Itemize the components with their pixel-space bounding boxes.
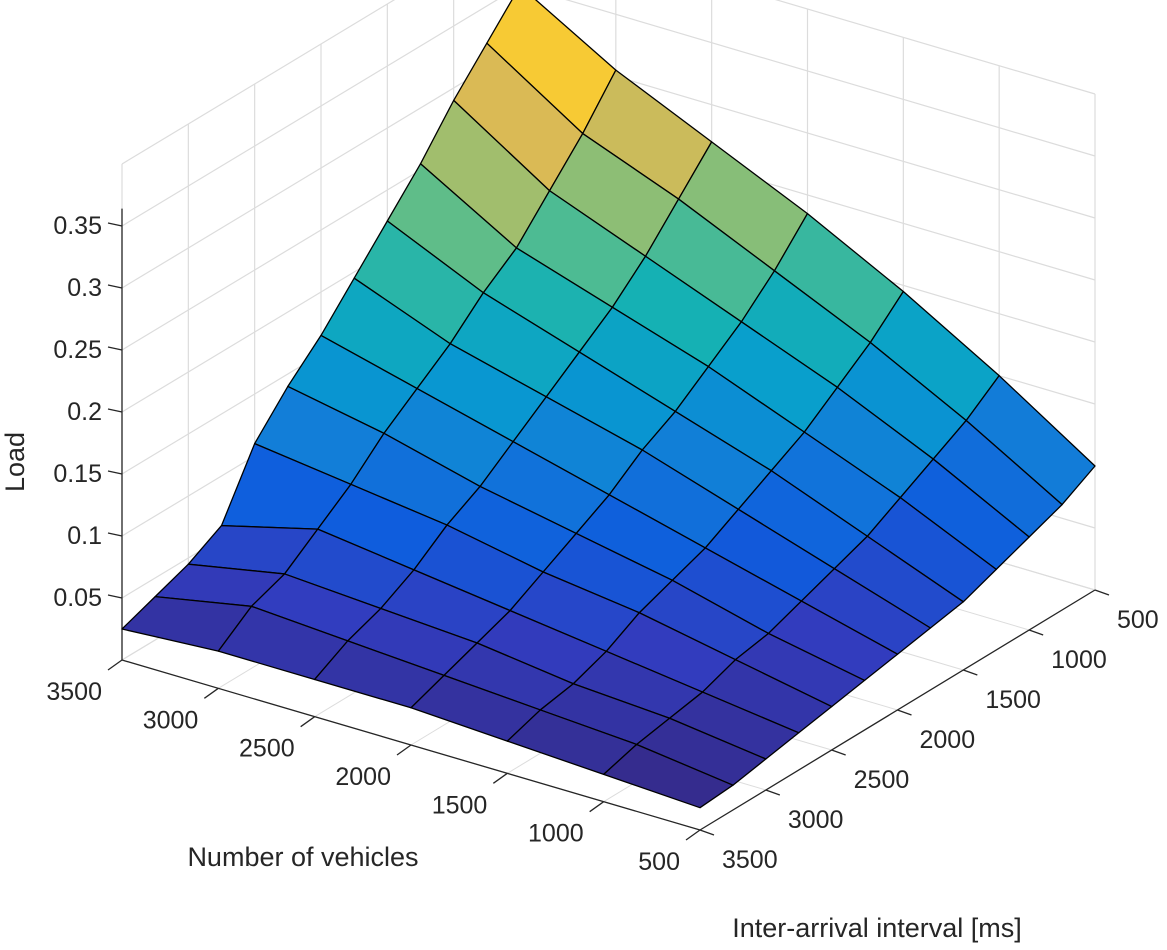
y-tick-label: 2000 [920, 726, 976, 754]
x-tick-label: 1500 [432, 791, 488, 819]
surface-face [603, 743, 734, 809]
x-tick-label: 2500 [239, 735, 295, 763]
x-tick-label: 1000 [528, 820, 584, 848]
x-tick-label: 3000 [143, 706, 199, 734]
x-tick-label: 500 [638, 848, 680, 876]
y-tick-label: 1500 [985, 686, 1041, 714]
y-axis-label: Inter-arrival interval [ms] [732, 913, 1022, 943]
x-tick-label: 2000 [335, 763, 391, 791]
z-tick-label: 0.05 [53, 584, 102, 612]
z-tick-label: 0.15 [53, 460, 102, 488]
y-tick-label: 3000 [788, 806, 844, 834]
y-tick-label: 3500 [722, 846, 778, 874]
x-axis-label: Number of vehicles [187, 842, 418, 872]
x-tick-label: 3500 [46, 678, 102, 706]
z-tick-label: 0.25 [53, 336, 102, 364]
z-axis-label: Load [0, 432, 30, 492]
z-tick-label: 0.35 [53, 212, 102, 240]
y-tick-label: 1000 [1051, 646, 1107, 674]
tick-labels: 0.05 0.1 0.15 0.2 0.25 0.3 0.35 500 1000 1500 2000… [46, 212, 1158, 876]
y-tick-label: 500 [1117, 606, 1159, 634]
z-tick-label: 0.3 [67, 274, 102, 302]
surface-mesh [121, 0, 1096, 809]
z-tick-label: 0.1 [67, 522, 102, 550]
axes [107, 208, 1110, 841]
y-tick-label: 2500 [854, 766, 910, 794]
z-tick-label: 0.2 [67, 398, 102, 426]
